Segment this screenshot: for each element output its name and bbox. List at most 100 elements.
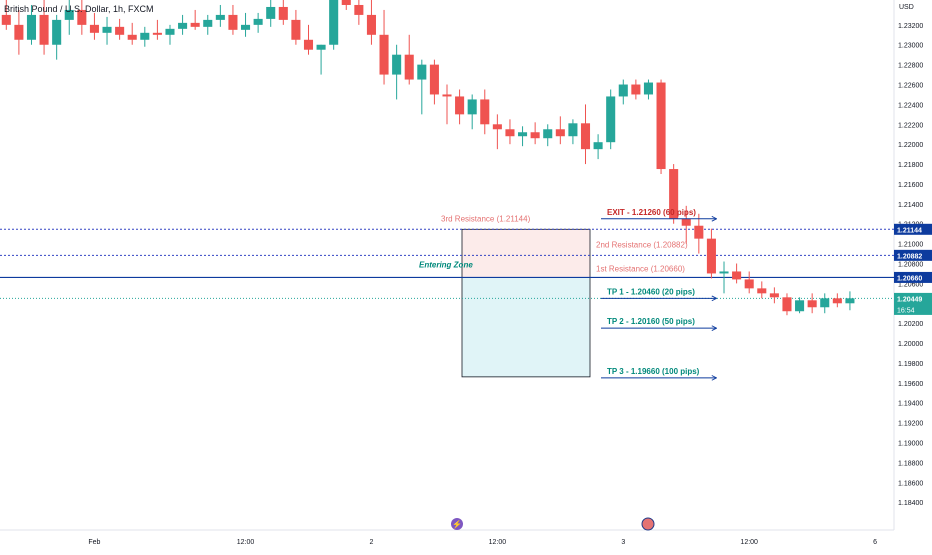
candle-body (492, 124, 502, 130)
price-tick-label: 1.20000 (898, 341, 923, 348)
price-tick-label: 1.22800 (898, 63, 923, 70)
time-tick-label: 12:00 (740, 539, 758, 546)
price-tick-label: 1.21400 (898, 202, 923, 209)
candle-body (417, 64, 427, 80)
candle-body (14, 24, 24, 40)
entering-zone-label: Entering Zone (419, 260, 473, 269)
candle-body (631, 84, 641, 95)
price-tick-label: 1.22200 (898, 122, 923, 129)
price-tick-label: 1.22400 (898, 102, 923, 109)
candle-body (228, 14, 238, 30)
candle-body (568, 123, 578, 137)
candle-body (52, 19, 62, 45)
candle-body (241, 24, 251, 30)
candle-body (1, 14, 11, 25)
candle-body (757, 288, 767, 294)
price-badge (894, 292, 932, 315)
lightning-icon: ⚡ (452, 519, 462, 529)
candle-body (480, 99, 490, 125)
candle-body (807, 300, 817, 308)
candle-body (203, 19, 213, 27)
candle-body (505, 129, 515, 137)
tp2-label: TP 2 - 1.20160 (50 pips) (607, 317, 695, 326)
candle-body (303, 39, 314, 50)
candle-body (719, 271, 729, 274)
candle-body (543, 129, 553, 139)
candle-body (115, 26, 125, 35)
candle-body (593, 142, 603, 150)
symbol-title: British Pound / U.S. Dollar, 1h, FXCM (4, 4, 154, 14)
candle-body (467, 99, 477, 115)
candle-body (643, 82, 653, 95)
candle-body (278, 6, 288, 20)
tp3-label: TP 3 - 1.19660 (100 pips) (607, 367, 700, 376)
price-tick-label: 1.20200 (898, 321, 923, 328)
candle-body (732, 271, 742, 280)
price-tick-label: 1.22600 (898, 83, 923, 90)
candle-body (215, 14, 225, 20)
candle-body (681, 218, 691, 226)
candle-body (580, 123, 591, 150)
price-badge-label: 1.20449 (897, 296, 922, 303)
candle-body (102, 26, 112, 33)
price-badge-label: 1.20882 (897, 253, 922, 260)
candle-body (518, 132, 528, 137)
candle-body (127, 34, 137, 40)
price-tick-label: 1.22000 (898, 142, 923, 149)
price-tick-label: 1.23200 (898, 23, 923, 30)
price-tick-label: 1.20800 (898, 262, 923, 269)
candle-body (140, 32, 150, 40)
candle-body (656, 82, 666, 170)
price-tick-label: 1.19000 (898, 440, 923, 447)
candle-body (64, 9, 74, 20)
candle-body (669, 169, 679, 219)
candles-group (1, 0, 855, 316)
price-badge (894, 271, 932, 283)
candle-body (39, 14, 49, 45)
price-countdown: 16:54 (897, 307, 915, 314)
candle-body (178, 22, 188, 29)
price-badge (894, 223, 932, 235)
candle-body (706, 238, 716, 274)
price-tick-label: 1.18600 (898, 480, 923, 487)
candle-body (555, 129, 565, 137)
candle-body (341, 0, 351, 5)
candle-body (832, 298, 842, 304)
candle-body (253, 18, 263, 25)
candle-body (618, 84, 628, 97)
candle-body (26, 14, 37, 40)
event-marker-us-flag (641, 517, 655, 531)
tp1-label: TP 1 - 1.20460 (20 pips) (607, 287, 695, 296)
candle-body (455, 96, 465, 115)
candle-body (820, 298, 830, 308)
candle-body (795, 300, 805, 312)
event-marker-lightning (451, 518, 463, 530)
price-tick-label: 1.19600 (898, 381, 923, 388)
candle-body (530, 132, 540, 139)
candle-body (606, 96, 616, 143)
candle-body (694, 225, 704, 239)
candle-body (404, 54, 414, 80)
candle-body (392, 54, 402, 75)
candle-body (190, 22, 200, 27)
price-badge-label: 1.21144 (897, 227, 922, 234)
candle-body (77, 9, 87, 25)
price-badge (894, 249, 932, 261)
time-tick-label: 12:00 (237, 539, 255, 546)
candle-body (152, 32, 162, 35)
price-tick-label: 1.21600 (898, 182, 923, 189)
time-tick-label: Feb (88, 539, 100, 546)
price-tick-label: 1.18800 (898, 460, 923, 467)
candle-body (379, 34, 389, 75)
res3-label: 3rd Resistance (1.21144) (441, 214, 531, 223)
candle-body (429, 64, 439, 95)
price-tick-label: 1.19400 (898, 401, 923, 408)
price-tick-label: 1.19800 (898, 361, 923, 368)
candle-body (354, 4, 364, 15)
time-tick-label: 3 (621, 539, 625, 546)
time-tick-label: 2 (369, 539, 373, 546)
candle-body (316, 44, 326, 50)
candle-body (845, 298, 855, 304)
